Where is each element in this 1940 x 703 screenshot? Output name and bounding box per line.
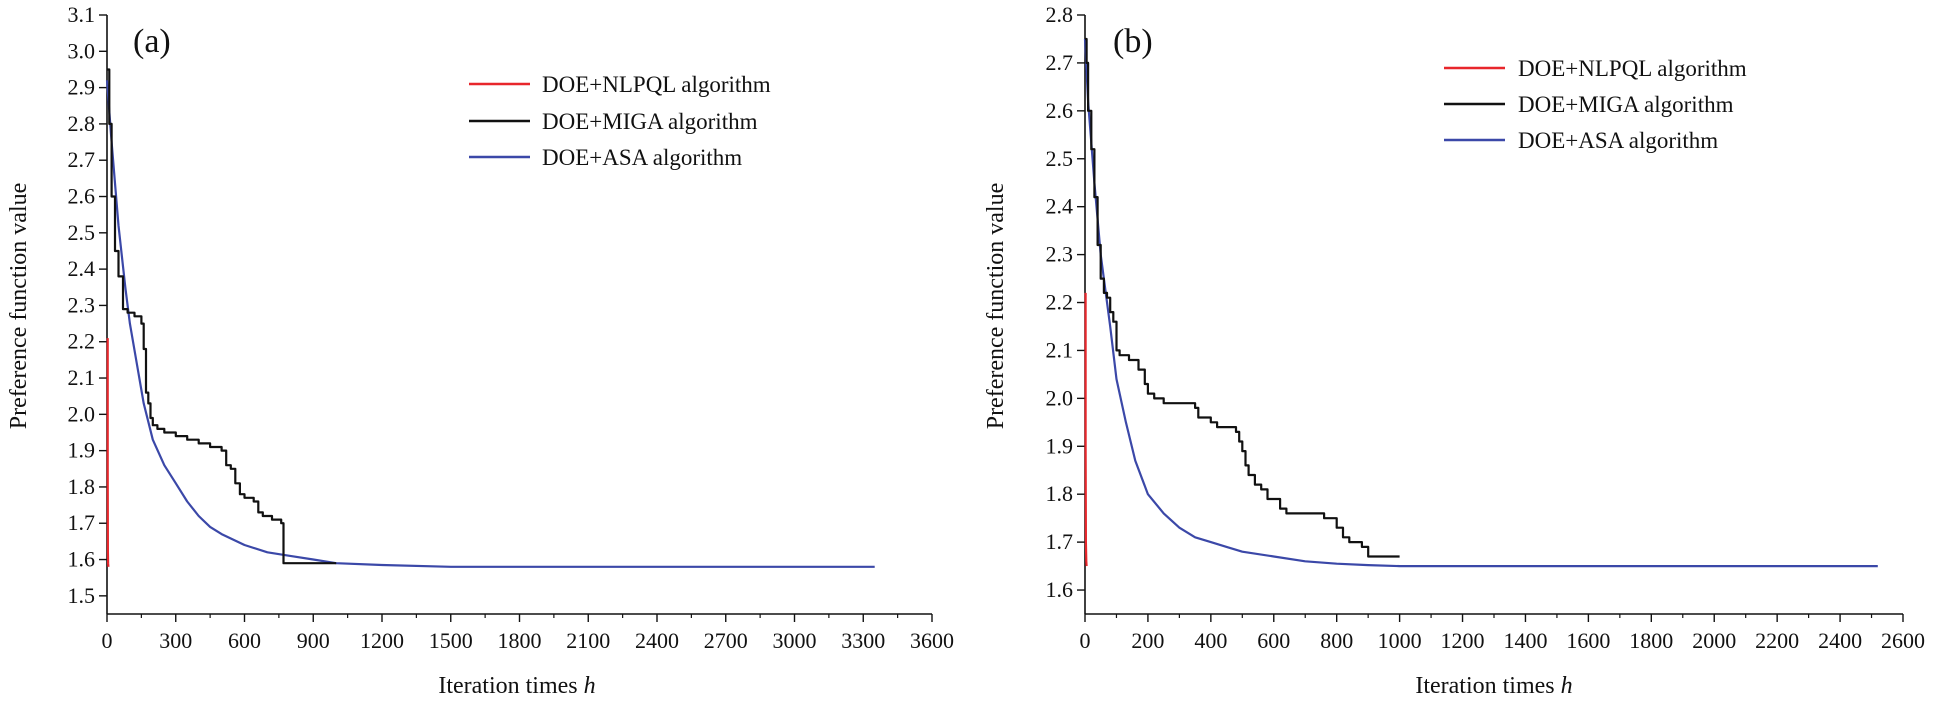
x-axis-label-b: Iteration times h [1415,673,1572,699]
x-tick-label: 2600 [1881,628,1925,653]
x-tick-label: 800 [1320,628,1353,653]
x-tick-label: 1500 [429,628,473,653]
x-tick-label: 2400 [635,628,679,653]
x-tick-label: 1000 [1378,628,1422,653]
x-tick-label: 1600 [1566,628,1610,653]
x-tick-label: 900 [297,628,330,653]
series-line-nlpql-b [1084,292,1088,567]
series-line-asa-b [1083,38,1878,568]
y-tick-label: 2.2 [1046,290,1074,315]
y-tick-label: 2.6 [1046,98,1074,123]
x-tick-label: 1400 [1503,628,1547,653]
y-tick-label: 2.5 [68,220,96,245]
y-tick-label: 1.5 [68,583,96,608]
y-tick-label: 2.1 [68,365,96,390]
x-tick-label: 0 [1080,628,1091,653]
legend-label-miga-a: DOE+MIGA algorithm [542,109,758,134]
y-tick-label: 1.7 [68,510,96,535]
chart-panel-b: (b) Iteration times h Preference functio… [983,2,1925,699]
y-tick-label: 2.4 [68,256,96,281]
x-tick-label: 2100 [566,628,610,653]
legend-label-nlpql-a: DOE+NLPQL algorithm [542,72,771,97]
x-tick-label: 2000 [1692,628,1736,653]
series-line-miga-b [1085,37,1400,558]
x-tick-label: 3000 [773,628,817,653]
x-tick-label: 3600 [910,628,954,653]
y-tick-label: 3.0 [68,38,96,63]
legend-label-nlpql-b: DOE+NLPQL algorithm [1518,56,1747,81]
y-tick-label: 1.6 [68,547,96,572]
y-tick-label: 1.9 [1046,433,1074,458]
x-tick-label: 400 [1194,628,1227,653]
x-tick-label: 600 [1257,628,1290,653]
x-tick-label: 1800 [498,628,542,653]
y-tick-label: 2.8 [68,111,96,136]
y-axis-label-b: Preference function value [983,183,1009,430]
x-tick-label: 3300 [841,628,885,653]
y-tick-label: 1.8 [1046,481,1074,506]
series-line-asa-a [105,80,875,568]
x-tick-label: 0 [102,628,113,653]
y-tick-label: 1.6 [1046,577,1074,602]
y-tick-label: 2.0 [1046,385,1074,410]
y-tick-label: 2.3 [1046,242,1074,267]
x-tick-label: 2400 [1818,628,1862,653]
y-tick-label: 3.1 [68,2,96,27]
y-tick-label: 2.3 [68,292,96,317]
y-tick-label: 2.8 [1046,2,1074,27]
y-tick-label: 2.4 [1046,194,1074,219]
y-tick-label: 1.7 [1046,529,1074,554]
series-line-miga-a [107,68,337,565]
y-tick-label: 2.0 [68,401,96,426]
legend-label-asa-b: DOE+ASA algorithm [1518,128,1718,153]
y-tick-label: 2.5 [1046,146,1074,171]
x-tick-label: 200 [1131,628,1164,653]
x-tick-label: 2200 [1755,628,1799,653]
legend-label-asa-a: DOE+ASA algorithm [542,145,742,170]
panel-label-b: (b) [1113,23,1153,60]
y-tick-label: 2.2 [68,329,96,354]
panel-label-a: (a) [133,23,171,60]
y-tick-label: 2.7 [1046,50,1074,75]
y-axis-label-a: Preference function value [6,183,32,430]
y-tick-label: 1.8 [68,474,96,499]
y-tick-label: 2.6 [68,184,96,209]
x-tick-label: 600 [228,628,261,653]
x-axis-label-a: Iteration times h [438,673,595,699]
x-tick-label: 2700 [704,628,748,653]
x-tick-label: 300 [159,628,192,653]
y-tick-label: 2.9 [68,75,96,100]
y-tick-label: 1.9 [68,438,96,463]
legend-label-miga-b: DOE+MIGA algorithm [1518,92,1734,117]
y-tick-label: 2.7 [68,147,96,172]
series-line-nlpql-a [106,338,110,567]
chart-panel-a: (a) Iteration times h Preference functio… [6,2,954,699]
x-tick-label: 1800 [1629,628,1673,653]
x-tick-label: 1200 [1441,628,1485,653]
y-tick-label: 2.1 [1046,337,1074,362]
x-tick-label: 1200 [360,628,404,653]
